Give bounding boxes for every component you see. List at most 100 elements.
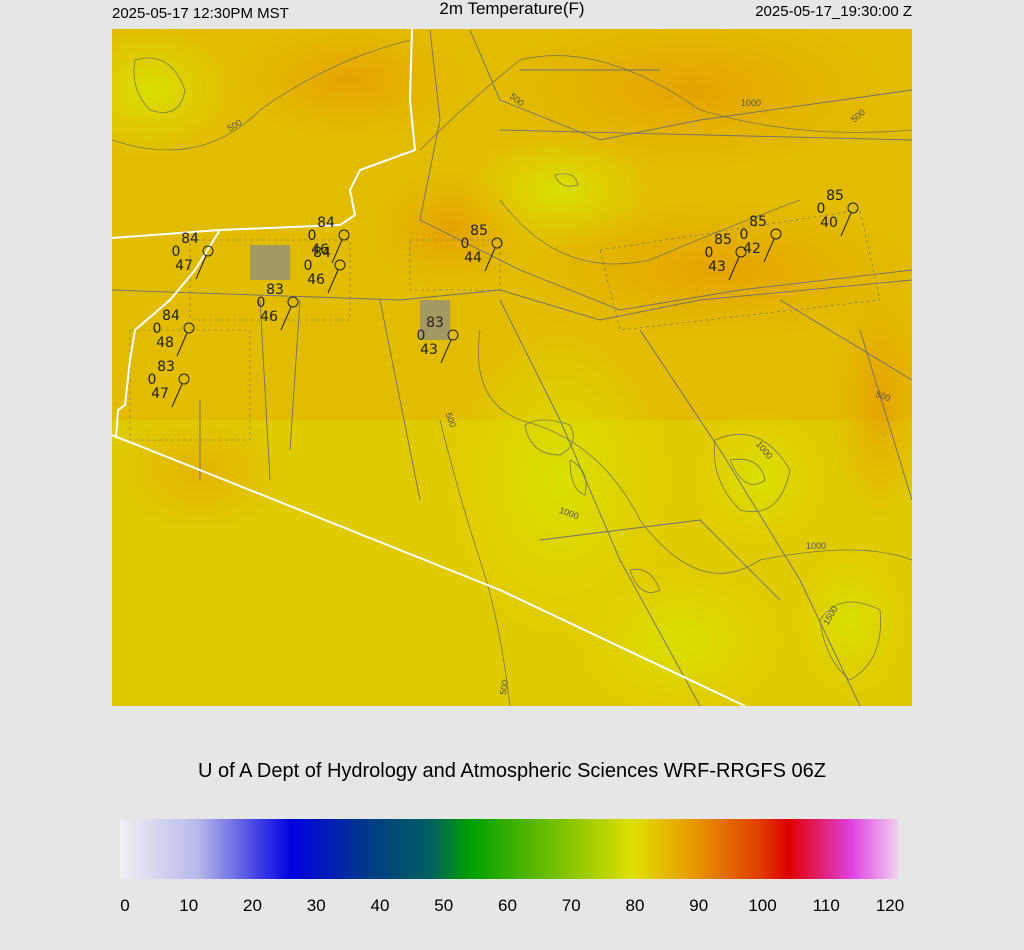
map-field bbox=[112, 29, 240, 160]
station-circle bbox=[178, 373, 190, 385]
colorbar-tick-label: 70 bbox=[562, 896, 581, 915]
colorbar-tick-label: 0 bbox=[120, 896, 129, 915]
colorbar-tick-label: 10 bbox=[179, 896, 198, 915]
colorbar-tick-label: 100 bbox=[748, 896, 776, 915]
wind-barb bbox=[195, 255, 207, 280]
road bbox=[199, 299, 301, 481]
colorbar-tick-label: 60 bbox=[498, 896, 517, 915]
map-field bbox=[830, 280, 912, 520]
border bbox=[115, 229, 221, 439]
wind-barb bbox=[327, 269, 339, 294]
station-temperature: 84 bbox=[317, 215, 335, 231]
road bbox=[469, 29, 912, 141]
station-dewpoint: 46 bbox=[307, 272, 325, 288]
contour bbox=[419, 55, 912, 151]
station-circle bbox=[287, 296, 299, 308]
station-temperature: 85 bbox=[826, 188, 844, 204]
wind-barb bbox=[763, 238, 775, 263]
station-circle bbox=[847, 202, 859, 214]
contour bbox=[524, 419, 574, 456]
credit: U of A Dept of Hydrology and Atmospheric… bbox=[198, 760, 826, 782]
contour-label: 500 bbox=[874, 389, 892, 404]
road bbox=[539, 519, 781, 601]
wind-barb bbox=[331, 239, 343, 264]
station-code: 0 bbox=[817, 201, 826, 217]
local-time: 2025-05-17 12:30PM MST bbox=[112, 5, 289, 22]
map-field bbox=[440, 310, 680, 650]
road bbox=[779, 299, 912, 501]
station-dewpoint: 47 bbox=[175, 258, 193, 274]
contour bbox=[133, 57, 186, 113]
map-field bbox=[570, 560, 790, 706]
map-field bbox=[370, 170, 530, 290]
wind-barb bbox=[171, 383, 183, 408]
station-code: 0 bbox=[308, 228, 317, 244]
wind-barb bbox=[484, 247, 496, 272]
station-code: 0 bbox=[304, 258, 313, 274]
map-title: 2m Temperature(F) bbox=[439, 0, 584, 18]
station-temperature: 84 bbox=[162, 308, 180, 324]
station-circle bbox=[338, 229, 350, 241]
station-circle bbox=[447, 329, 459, 341]
contour bbox=[729, 458, 766, 485]
station-dewpoint: 43 bbox=[708, 259, 726, 275]
road bbox=[419, 219, 912, 311]
station-dewpoint: 48 bbox=[156, 335, 174, 351]
colorbar-tick-label: 120 bbox=[876, 896, 904, 915]
map-field bbox=[790, 540, 910, 700]
station-temperature: 85 bbox=[714, 232, 732, 248]
wind-barb bbox=[176, 332, 188, 357]
station-dewpoint: 46 bbox=[311, 242, 329, 258]
road bbox=[379, 299, 421, 501]
road bbox=[112, 279, 912, 321]
station-dewpoint: 42 bbox=[743, 241, 761, 257]
contour bbox=[569, 459, 587, 496]
station-dewpoint: 43 bbox=[420, 342, 438, 358]
wind-barb bbox=[280, 306, 292, 331]
map-field bbox=[690, 410, 830, 550]
station-circle bbox=[183, 322, 195, 334]
wind-barb bbox=[440, 339, 452, 364]
station-code: 0 bbox=[153, 321, 162, 337]
station-dewpoint: 44 bbox=[464, 250, 482, 266]
contour-label: 500 bbox=[498, 679, 510, 696]
urban-area bbox=[250, 245, 450, 340]
station-code: 0 bbox=[172, 244, 181, 260]
station-circle bbox=[735, 246, 747, 258]
map-field bbox=[490, 29, 890, 170]
contour bbox=[477, 329, 912, 574]
road bbox=[639, 329, 861, 706]
contour bbox=[112, 39, 411, 151]
contour-label: 1000 bbox=[741, 98, 761, 108]
contours bbox=[112, 39, 912, 706]
colorbar-tick-label: 30 bbox=[307, 896, 326, 915]
roads bbox=[112, 29, 912, 706]
station-temperature: 83 bbox=[426, 315, 444, 331]
wind-barb bbox=[728, 256, 740, 281]
contour bbox=[713, 433, 791, 512]
contour bbox=[499, 199, 801, 265]
station-code: 0 bbox=[417, 328, 426, 344]
station-temperature: 85 bbox=[749, 214, 767, 230]
station-dewpoint: 47 bbox=[151, 386, 169, 402]
station-circle bbox=[334, 259, 346, 271]
station-dewpoint: 40 bbox=[820, 215, 838, 231]
station-circle bbox=[770, 228, 782, 240]
contour bbox=[439, 419, 511, 706]
station-temperature: 84 bbox=[313, 245, 331, 261]
wind-barb bbox=[840, 212, 852, 237]
contour-label: 500 bbox=[444, 411, 459, 429]
utc-time: 2025-05-17_19:30:00 Z bbox=[755, 3, 912, 20]
station-dewpoint: 46 bbox=[260, 309, 278, 325]
road bbox=[419, 29, 441, 221]
colorbar-tick-label: 80 bbox=[626, 896, 645, 915]
